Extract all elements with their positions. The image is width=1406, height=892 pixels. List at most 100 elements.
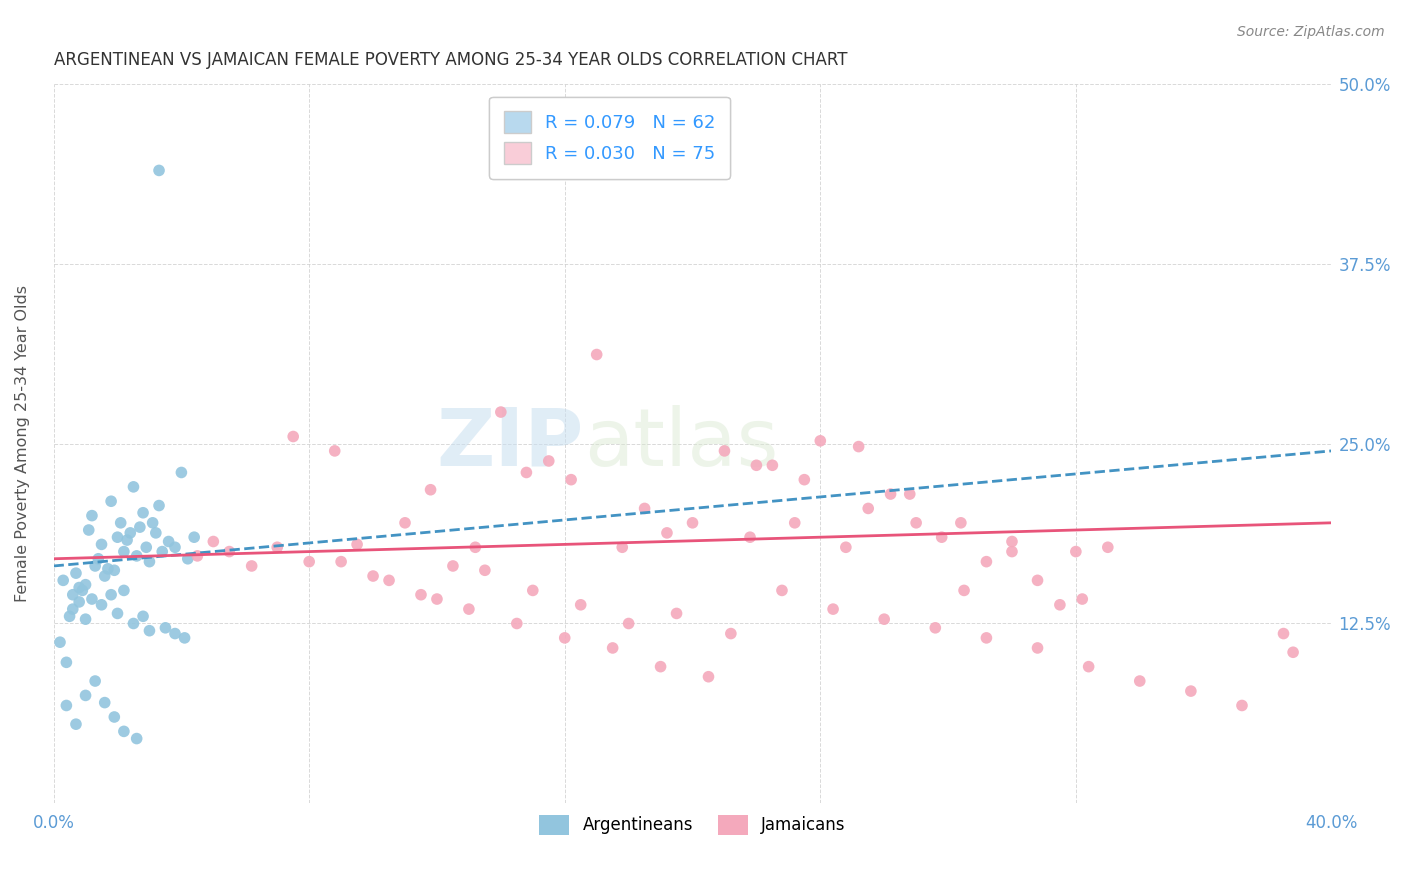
Point [617,616,640,631]
Point [569,598,592,612]
Point [148,163,170,178]
Point [52,574,75,588]
Point [1026,640,1049,655]
Point [602,640,624,655]
Point [112,544,135,558]
Point [1001,544,1024,558]
Point [554,631,576,645]
Point [713,443,735,458]
Point [93,696,115,710]
Point [346,537,368,551]
Point [1180,684,1202,698]
Point [103,563,125,577]
Point [138,624,160,638]
Point [186,549,208,563]
Point [155,621,177,635]
Point [125,731,148,746]
Point [80,508,103,523]
Point [150,544,173,558]
Point [738,530,761,544]
Point [65,566,87,581]
Point [898,487,921,501]
Point [100,588,122,602]
Y-axis label: Female Poverty Among 25-34 Year Olds: Female Poverty Among 25-34 Year Olds [15,285,30,602]
Point [650,659,672,673]
Point [1230,698,1253,713]
Point [441,558,464,573]
Point [745,458,768,473]
Point [1049,598,1071,612]
Point [879,487,901,501]
Point [100,494,122,508]
Point [107,530,129,544]
Text: Source: ZipAtlas.com: Source: ZipAtlas.com [1237,25,1385,39]
Point [474,563,496,577]
Point [84,558,107,573]
Point [163,541,186,555]
Point [793,473,815,487]
Point [770,583,793,598]
Point [132,609,155,624]
Point [55,698,77,713]
Point [835,541,858,555]
Point [163,626,186,640]
Point [125,549,148,563]
Point [75,612,97,626]
Point [1077,659,1099,673]
Point [283,429,305,443]
Point [135,541,157,555]
Point [173,631,195,645]
Point [458,602,481,616]
Point [202,534,225,549]
Point [783,516,806,530]
Point [75,577,97,591]
Point [93,569,115,583]
Point [1282,645,1305,659]
Point [761,458,783,473]
Point [87,551,110,566]
Point [949,516,972,530]
Point [55,656,77,670]
Point [177,551,200,566]
Point [112,724,135,739]
Point [90,598,112,612]
Point [506,616,529,631]
Point [1129,673,1152,688]
Point [157,534,180,549]
Point [72,583,94,598]
Point [148,499,170,513]
Point [115,533,138,547]
Point [132,506,155,520]
Point [84,673,107,688]
Point [80,592,103,607]
Point [145,525,167,540]
Point [107,607,129,621]
Point [361,569,384,583]
Point [1001,534,1024,549]
Point [655,525,678,540]
Point [97,562,120,576]
Point [976,555,998,569]
Text: ARGENTINEAN VS JAMAICAN FEMALE POVERTY AMONG 25-34 YEAR OLDS CORRELATION CHART: ARGENTINEAN VS JAMAICAN FEMALE POVERTY A… [53,51,846,69]
Point [976,631,998,645]
Point [1097,541,1119,555]
Point [394,516,416,530]
Point [1272,626,1295,640]
Point [924,621,946,635]
Point [1064,544,1087,558]
Point [633,501,655,516]
Point [67,595,90,609]
Point [537,454,560,468]
Point [720,626,742,640]
Point [142,516,165,530]
Point [75,689,97,703]
Point [218,544,240,558]
Point [873,612,896,626]
Point [183,530,205,544]
Point [489,405,512,419]
Point [464,541,486,555]
Point [120,525,142,540]
Point [612,541,634,555]
Point [77,523,100,537]
Point [65,717,87,731]
